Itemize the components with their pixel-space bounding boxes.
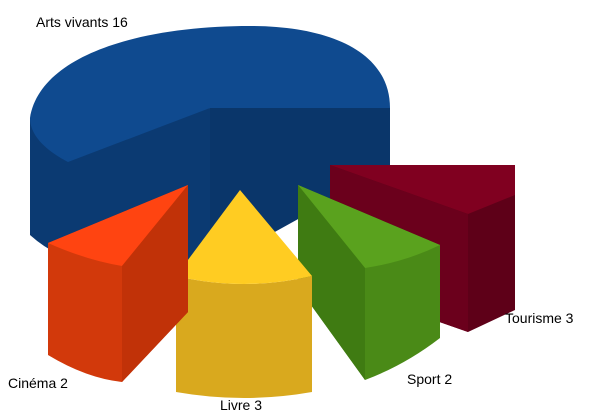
- slice-cinema-top: [48, 185, 188, 266]
- slice-cinema-face: [122, 185, 188, 382]
- label-livre: Livre 3: [220, 397, 262, 413]
- slice-sport-face: [298, 185, 365, 380]
- label-cinema: Cinéma 2: [8, 375, 68, 391]
- slice-sport: [298, 185, 440, 380]
- label-arts-vivants: Arts vivants 16: [36, 14, 128, 30]
- slice-arts-vivants-top: [30, 26, 390, 162]
- slice-cinema: [48, 185, 188, 382]
- label-sport: Sport 2: [407, 371, 452, 387]
- slice-livre: [176, 190, 312, 398]
- slice-livre-side: [176, 276, 312, 398]
- slice-sport-top: [298, 185, 440, 268]
- label-tourisme: Tourisme 3: [505, 310, 574, 326]
- slice-livre-top: [176, 190, 312, 284]
- slice-tourisme-top: [330, 165, 515, 214]
